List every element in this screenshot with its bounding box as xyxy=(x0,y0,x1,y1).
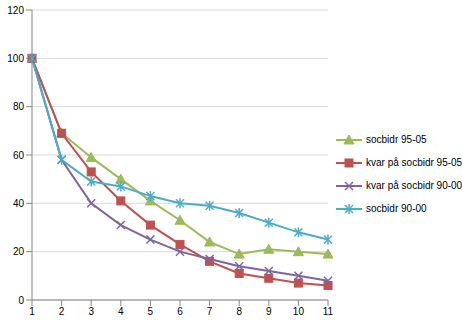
svg-text:60: 60 xyxy=(13,150,25,161)
svg-text:4: 4 xyxy=(118,306,124,317)
svg-text:5: 5 xyxy=(148,306,154,317)
svg-text:120: 120 xyxy=(8,5,24,16)
svg-text:80: 80 xyxy=(13,101,25,112)
html-text:socbidr 90-00: socbidr 90-00 xyxy=(366,203,427,214)
svg-text:0: 0 xyxy=(18,295,24,306)
svg-text:11: 11 xyxy=(323,306,334,317)
svg-text:10: 10 xyxy=(293,306,305,317)
svg-text:6: 6 xyxy=(177,306,183,317)
svg-text:40: 40 xyxy=(13,198,25,209)
svg-text:1: 1 xyxy=(29,306,35,317)
svg-text:2: 2 xyxy=(59,306,65,317)
svg-text:9: 9 xyxy=(266,306,272,317)
svg-text:100: 100 xyxy=(8,53,24,64)
html-text:socbidr 95-05: socbidr 95-05 xyxy=(366,134,427,145)
svg-text:20: 20 xyxy=(13,246,25,257)
html-text:kvar på socbidr 95-05: kvar på socbidr 95-05 xyxy=(366,157,463,168)
svg-text:8: 8 xyxy=(236,306,242,317)
svg-text:7: 7 xyxy=(207,306,213,317)
svg-text:3: 3 xyxy=(88,306,94,317)
html-text:kvar på socbidr 90-00: kvar på socbidr 90-00 xyxy=(366,180,463,191)
